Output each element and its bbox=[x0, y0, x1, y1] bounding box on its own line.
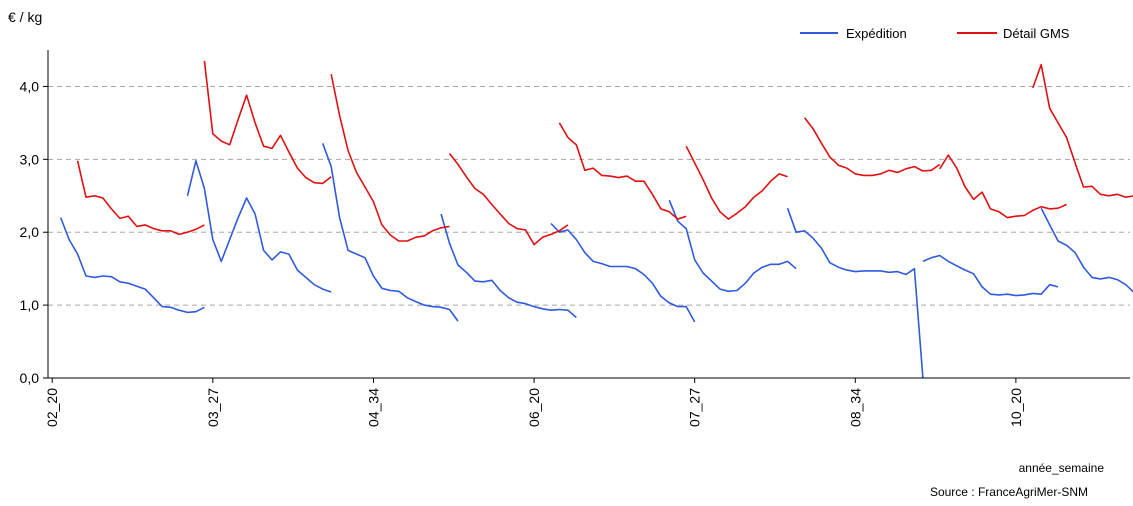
x-tick-label: 03_27 bbox=[205, 388, 221, 427]
axes bbox=[47, 50, 1130, 379]
x-axis-ticks: 02_20 03_27 04_34 06_20 07_27 08_34 10_20 bbox=[44, 378, 1024, 427]
series-0-segment-6 bbox=[786, 207, 924, 379]
y-tick-label: 0,0 bbox=[20, 370, 40, 386]
y-tick-label: 3,0 bbox=[20, 151, 40, 167]
series-0-segment-2 bbox=[321, 143, 459, 322]
series-1-segment-8 bbox=[1032, 63, 1133, 198]
legend: Expédition Détail GMS bbox=[800, 26, 1070, 41]
series-0-segment-5 bbox=[668, 199, 797, 293]
series-1-segment-1 bbox=[203, 60, 332, 185]
y-tick-label: 1,0 bbox=[20, 297, 40, 313]
source-note: Source : FranceAgriMer-SNM bbox=[930, 485, 1088, 499]
x-tick-label: 07_27 bbox=[687, 388, 703, 427]
series-0-segment-8 bbox=[1040, 207, 1133, 293]
x-tick-label: 08_34 bbox=[847, 388, 863, 427]
series-0-segment-4 bbox=[550, 222, 696, 323]
series-1-segment-2 bbox=[330, 73, 450, 242]
series-lines bbox=[59, 60, 1133, 379]
legend-label-detail-gms: Détail GMS bbox=[1003, 26, 1070, 41]
series-1-segment-7 bbox=[939, 154, 1067, 219]
y-tick-label: 2,0 bbox=[20, 224, 40, 240]
series-0-segment-1 bbox=[186, 160, 332, 293]
legend-label-expedition: Expédition bbox=[846, 26, 907, 41]
series-0-segment-3 bbox=[440, 213, 577, 319]
series-1-segment-5 bbox=[685, 145, 788, 220]
y-axis-ticks: 0,0 1,0 2,0 3,0 4,0 bbox=[20, 78, 48, 386]
y-tick-label: 4,0 bbox=[20, 78, 40, 94]
series-1-segment-3 bbox=[448, 153, 569, 246]
gridlines bbox=[48, 85, 1130, 306]
series-1-segment-6 bbox=[803, 117, 941, 177]
x-axis-label: année_semaine bbox=[1019, 461, 1105, 475]
series-0-segment-0 bbox=[59, 217, 205, 314]
series-1-segment-4 bbox=[558, 122, 687, 220]
y-axis-label: € / kg bbox=[8, 9, 42, 25]
x-tick-label: 10_20 bbox=[1008, 388, 1024, 427]
x-tick-label: 06_20 bbox=[526, 388, 542, 427]
x-tick-label: 04_34 bbox=[365, 388, 381, 427]
series-1-segment-0 bbox=[76, 160, 205, 236]
x-tick-label: 02_20 bbox=[44, 388, 60, 427]
series-0-segment-7 bbox=[922, 254, 1059, 297]
